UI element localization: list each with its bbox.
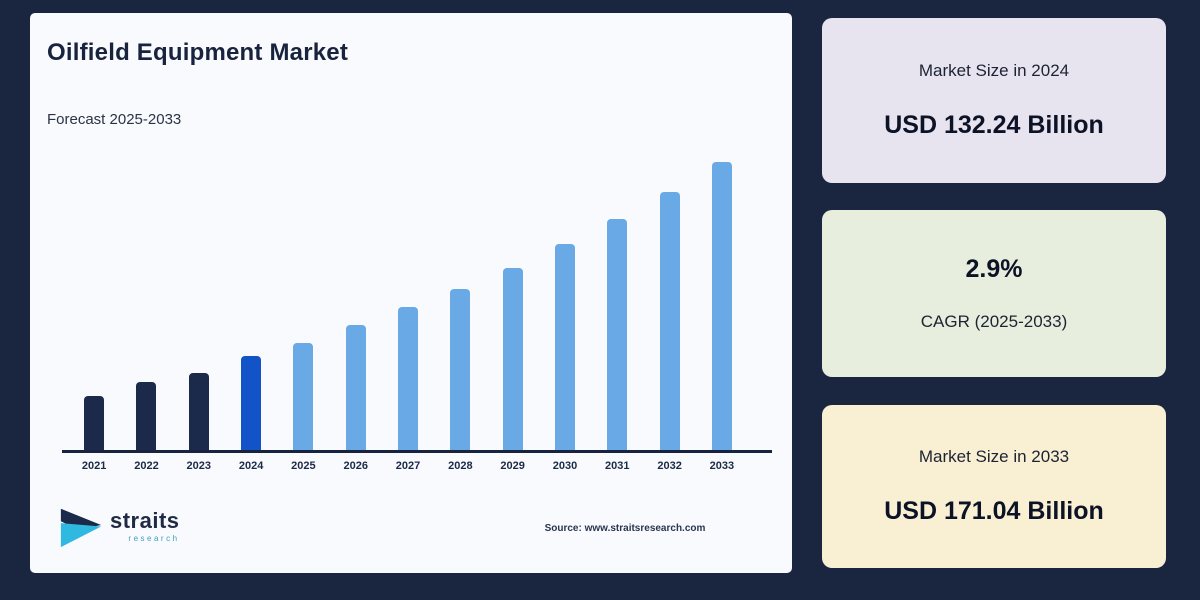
x-tick-2032: 2032 (657, 460, 682, 472)
logo-name-text: straits (110, 507, 180, 533)
bar-2022 (136, 382, 157, 450)
page-title: Oilfield Equipment Market (47, 39, 349, 66)
label-column-2024: 2024 (225, 460, 277, 472)
label-column-2025: 2025 (277, 460, 329, 472)
x-tick-2027: 2027 (395, 460, 421, 472)
label-column-2023: 2023 (173, 460, 225, 472)
label-column-2030: 2030 (539, 460, 591, 472)
bar-2025 (293, 343, 314, 450)
bar-2028 (450, 289, 471, 450)
bar-column-2024 (225, 356, 277, 450)
bar-column-2031 (591, 219, 643, 450)
x-tick-2026: 2026 (343, 460, 368, 472)
bar-2024 (241, 356, 262, 450)
stat-card-cagr: 2.9% CAGR (2025-2033) (822, 210, 1166, 377)
bar-2033 (711, 162, 732, 450)
bars-row (62, 162, 772, 453)
x-tick-2029: 2029 (500, 460, 525, 472)
bar-2027 (398, 307, 419, 450)
label-column-2033: 2033 (696, 460, 748, 472)
bar-column-2023 (173, 373, 225, 450)
market-2024-label: Market Size in 2024 (918, 61, 1070, 80)
bar-column-2022 (120, 382, 172, 450)
chart-card: Oilfield Equipment Market Forecast 2025-… (30, 13, 792, 573)
straits-logo-icon (60, 508, 102, 548)
bar-column-2032 (643, 192, 695, 450)
label-column-2022: 2022 (120, 460, 172, 472)
label-column-2021: 2021 (68, 460, 120, 472)
bar-2021 (84, 396, 105, 450)
bar-column-2026 (330, 325, 382, 450)
logo-sub-text: research (128, 533, 180, 543)
market-2024-value: USD 132.24 Billion (884, 111, 1104, 139)
bar-column-2030 (539, 244, 591, 450)
market-2033-label: Market Size in 2033 (918, 447, 1070, 466)
straits-research-logo: straits research (58, 503, 180, 549)
bar-2029 (502, 268, 523, 450)
bar-chart: 2021 2022 2023 2024 2025 2026 2027 2028 2029 2030… (62, 162, 772, 472)
label-column-2028: 2028 (434, 460, 486, 472)
label-column-2026: 2026 (330, 460, 382, 472)
label-column-2029: 2029 (487, 460, 539, 472)
bar-column-2028 (434, 289, 486, 450)
cagr-label: CAGR (2025-2033) (920, 312, 1068, 331)
x-tick-2031: 2031 (605, 460, 630, 472)
x-tick-2028: 2028 (448, 460, 473, 472)
label-column-2031: 2031 (591, 460, 643, 472)
bar-2032 (659, 192, 680, 450)
bar-2031 (607, 219, 628, 450)
x-tick-2022: 2022 (134, 460, 159, 472)
stat-card-market-size-2033: Market Size in 2033 USD 171.04 Billion (822, 405, 1166, 568)
bar-column-2025 (277, 343, 329, 450)
bar-2030 (554, 244, 575, 450)
forecast-subtitle: Forecast 2025-2033 (47, 111, 182, 128)
bar-2026 (345, 325, 366, 450)
bar-column-2027 (382, 307, 434, 450)
x-axis-labels: 2021 2022 2023 2024 2025 2026 2027 2028 2029 2030… (62, 460, 772, 472)
market-2033-value: USD 171.04 Billion (884, 497, 1104, 525)
label-column-2032: 2032 (643, 460, 695, 472)
x-tick-2033: 2033 (709, 460, 735, 472)
bar-2023 (188, 373, 209, 450)
x-tick-2023: 2023 (186, 460, 212, 472)
label-column-2027: 2027 (382, 460, 434, 472)
bar-column-2033 (696, 162, 748, 450)
x-tick-2025: 2025 (291, 460, 316, 472)
source-attribution: Source: www.straitsresearch.com (544, 523, 706, 534)
x-tick-2030: 2030 (552, 460, 578, 472)
x-tick-2021: 2021 (81, 460, 107, 472)
cagr-value: 2.9% (965, 255, 1023, 283)
x-tick-2024: 2024 (238, 460, 264, 472)
bar-column-2029 (487, 268, 539, 450)
bar-column-2021 (68, 396, 120, 450)
stat-card-market-size-2024: Market Size in 2024 USD 132.24 Billion (822, 18, 1166, 183)
